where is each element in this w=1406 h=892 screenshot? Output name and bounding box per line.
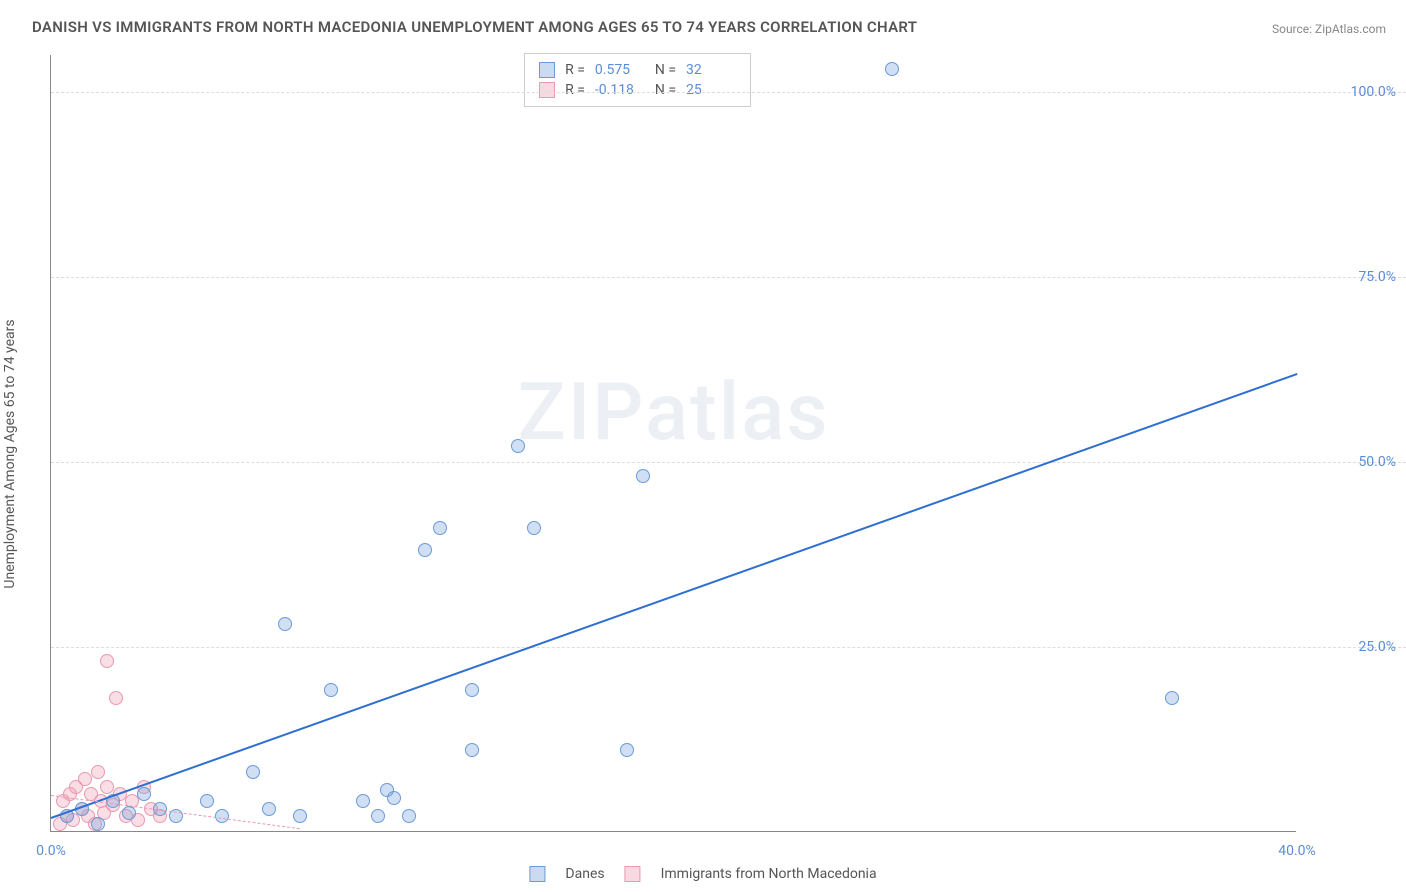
swatch-pink-icon [539, 82, 555, 98]
n-label: N = [655, 82, 676, 98]
r-label: R = [565, 82, 585, 98]
data-point [78, 772, 92, 786]
danes-r-value: 0.575 [595, 62, 645, 78]
legend-danes-label: Danes [565, 866, 604, 882]
danes-n-value: 32 [686, 62, 736, 78]
immigrants-r-value: -0.118 [595, 82, 645, 98]
r-label: R = [565, 62, 585, 78]
data-point [200, 794, 214, 808]
data-point [278, 617, 292, 631]
data-point [246, 765, 260, 779]
data-point [293, 809, 307, 823]
source-label: Source: ZipAtlas.com [1272, 22, 1386, 36]
data-point [511, 439, 525, 453]
data-point [433, 521, 447, 535]
grid-line [51, 277, 1406, 278]
x-tick-label: 0.0% [36, 843, 66, 859]
legend-immigrants-label: Immigrants from North Macedonia [661, 866, 877, 882]
watermark: ZIPatlas [518, 365, 830, 459]
grid-line [51, 92, 1406, 93]
stats-row-danes: R = 0.575 N = 32 [539, 60, 736, 80]
trend-line [51, 373, 1298, 819]
immigrants-n-value: 25 [686, 82, 736, 98]
plot-area: ZIPatlas R = 0.575 N = 32 R = -0.118 N =… [50, 55, 1296, 832]
y-tick-label: 25.0% [1358, 639, 1396, 655]
data-point [122, 806, 136, 820]
data-point [100, 654, 114, 668]
data-point [262, 802, 276, 816]
data-point [215, 809, 229, 823]
data-point [418, 543, 432, 557]
y-axis-label: Unemployment Among Ages 65 to 74 years [2, 319, 18, 588]
data-point [1165, 691, 1179, 705]
data-point [620, 743, 634, 757]
x-tick-label: 40.0% [1278, 843, 1316, 859]
data-point [402, 809, 416, 823]
data-point [91, 765, 105, 779]
data-point [527, 521, 541, 535]
data-point [387, 791, 401, 805]
legend-swatch-pink-icon [625, 866, 641, 882]
y-tick-label: 50.0% [1358, 454, 1396, 470]
grid-line [51, 462, 1406, 463]
data-point [636, 469, 650, 483]
correlation-stats-box: R = 0.575 N = 32 R = -0.118 N = 25 [524, 53, 751, 107]
data-point [324, 683, 338, 697]
data-point [371, 809, 385, 823]
data-point [465, 683, 479, 697]
data-point [465, 743, 479, 757]
y-tick-label: 75.0% [1358, 269, 1396, 285]
chart-title: DANISH VS IMMIGRANTS FROM NORTH MACEDONI… [32, 18, 917, 36]
data-point [137, 787, 151, 801]
data-point [356, 794, 370, 808]
data-point [109, 691, 123, 705]
bottom-legend: Danes Immigrants from North Macedonia [529, 866, 876, 882]
data-point [91, 817, 105, 831]
y-tick-label: 100.0% [1351, 84, 1396, 100]
legend-swatch-blue-icon [529, 866, 545, 882]
grid-line [51, 647, 1406, 648]
n-label: N = [655, 62, 676, 78]
swatch-blue-icon [539, 62, 555, 78]
data-point [885, 62, 899, 76]
stats-row-immigrants: R = -0.118 N = 25 [539, 80, 736, 100]
